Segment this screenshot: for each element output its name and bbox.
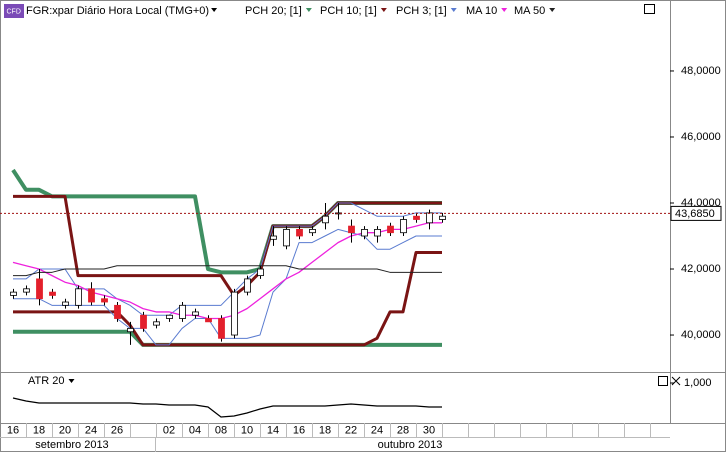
candle-body xyxy=(439,215,446,220)
chart-title: FGR:xpar Diário Hora Local (TMG+0) xyxy=(26,5,209,17)
candle-body xyxy=(270,235,277,240)
candle-body xyxy=(231,291,238,336)
legend-dropdown xyxy=(380,8,387,12)
candle-body xyxy=(49,291,56,296)
x-tick-label: 10 xyxy=(241,424,253,436)
legend-entry[interactable]: PCH 3; [1] xyxy=(396,5,447,17)
candle-body xyxy=(296,229,303,237)
legend-entry[interactable]: PCH 10; [1] xyxy=(320,5,377,17)
candle-body xyxy=(88,288,95,303)
legend-entry[interactable]: MA 50 xyxy=(514,5,545,17)
y-tick-label: 1,000 xyxy=(684,377,712,389)
candle-body xyxy=(10,291,17,296)
x-tick-label: 16 xyxy=(293,424,305,436)
candle-body xyxy=(140,314,147,329)
panel-label[interactable]: ATR 20 xyxy=(28,375,64,387)
candle-body xyxy=(127,328,134,333)
legend-entry[interactable]: MA 10 xyxy=(466,5,497,17)
candle-body xyxy=(23,288,30,293)
x-tick-label: 26 xyxy=(111,424,123,436)
candle-body xyxy=(348,225,355,234)
candle-body xyxy=(244,278,251,293)
panel-close-button[interactable] xyxy=(671,376,681,386)
candle-body xyxy=(283,229,290,247)
candle-body xyxy=(153,321,160,326)
candle-body xyxy=(322,215,329,224)
legend: FGR:xpar Diário Hora Local (TMG+0) PCH 20… xyxy=(26,5,556,17)
candle-body xyxy=(114,304,121,319)
candle-body xyxy=(309,229,316,234)
candle-body xyxy=(179,304,186,319)
candle-body xyxy=(101,298,108,303)
candle-body xyxy=(218,318,225,339)
last-price-box xyxy=(670,205,722,221)
x-tick-label: 24 xyxy=(371,424,383,436)
cfd-icon xyxy=(4,4,24,18)
candle-body xyxy=(361,229,368,237)
maximize-button[interactable] xyxy=(644,4,655,14)
x-tick-label: 18 xyxy=(319,424,331,436)
candle-body xyxy=(257,268,264,277)
x-tick-label: 14 xyxy=(267,424,279,436)
indicator-line xyxy=(13,251,442,347)
x-tick-label: 18 xyxy=(33,424,45,436)
y-tick-label: 42,0000 xyxy=(681,263,721,275)
price-plot xyxy=(0,168,670,347)
last-price-label: 43,6850 xyxy=(675,208,715,220)
y-tick-label: 46,0000 xyxy=(681,131,721,143)
indicator-line xyxy=(13,228,442,346)
x-tick-label: 28 xyxy=(397,424,409,436)
month-label: setembro 2013 xyxy=(35,439,108,451)
candle-body xyxy=(426,212,433,224)
candle-body xyxy=(75,288,82,306)
indicator-line xyxy=(13,265,442,277)
candle-body xyxy=(413,215,420,220)
candle-body xyxy=(374,229,381,237)
x-tick-label: 24 xyxy=(85,424,97,436)
x-tick-label: 02 xyxy=(163,424,175,436)
legend-dropdown xyxy=(68,379,75,383)
x-tick-label: 16 xyxy=(7,424,19,436)
indicator-line xyxy=(13,194,442,297)
x-tick-label: 30 xyxy=(423,424,435,436)
candle-body xyxy=(205,318,212,323)
candle-body xyxy=(166,314,173,319)
y-tick-label: 40,0000 xyxy=(681,329,721,341)
legend-entry[interactable]: PCH 20; [1] xyxy=(245,5,302,17)
cfd-icon-text: CFD xyxy=(7,8,21,15)
candle-body xyxy=(36,278,43,300)
candle-body xyxy=(192,311,199,316)
candle-body xyxy=(400,219,407,234)
indicator-line xyxy=(12,222,442,320)
panel-maximize-button[interactable] xyxy=(658,376,668,386)
indicator-line xyxy=(12,397,442,418)
legend-dropdown xyxy=(501,8,508,12)
candle-body xyxy=(387,225,394,234)
x-tick-label: 22 xyxy=(345,424,357,436)
legend-dropdown xyxy=(450,8,457,12)
legend-dropdown xyxy=(549,8,556,12)
legend-dropdown xyxy=(211,8,218,12)
y-tick-label: 48,0000 xyxy=(681,65,721,77)
legend-dropdown xyxy=(305,8,312,12)
x-tick-label: 08 xyxy=(215,424,227,436)
x-tick-label: 04 xyxy=(189,424,201,436)
x-tick-label: 20 xyxy=(59,424,71,436)
month-label: outubro 2013 xyxy=(378,439,443,451)
candle-body xyxy=(62,301,69,306)
